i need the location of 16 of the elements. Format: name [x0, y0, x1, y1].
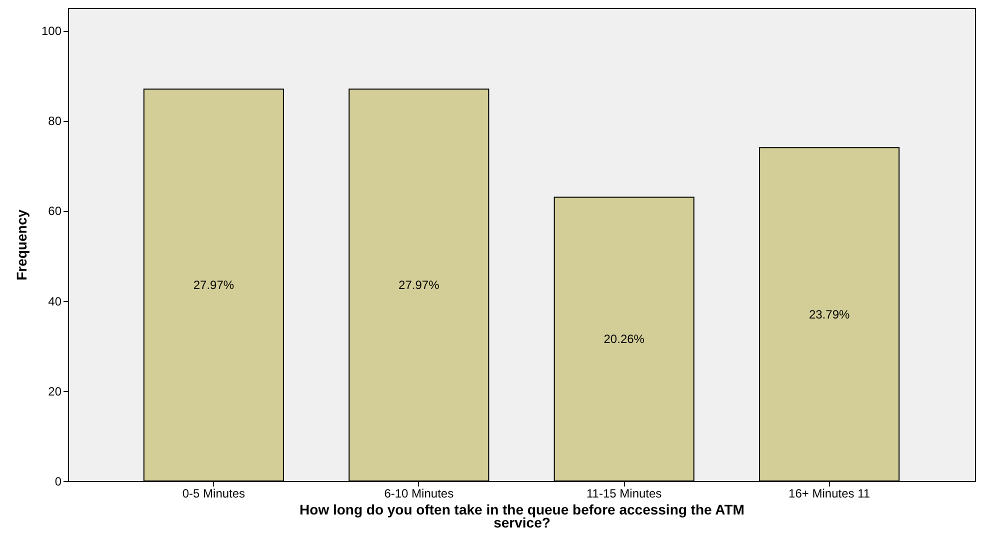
y-tick-label: 100 — [41, 24, 62, 38]
annotation: 23.79% — [808, 307, 850, 322]
annotation: 20.26% — [604, 332, 645, 346]
y-tick-label: 40 — [48, 294, 62, 308]
annotation: 27.97% — [193, 278, 234, 292]
annotation: 27.97% — [398, 278, 440, 292]
x-tick-label: 0-5 Minutes — [182, 486, 246, 500]
y-tick-label: 20 — [48, 384, 62, 398]
x-tick-label: 11-15 Minutes — [586, 486, 662, 500]
y-axis-title: Frequency — [13, 209, 30, 280]
y-tick-label: 0 — [54, 474, 62, 488]
y-tick-label: 80 — [48, 114, 62, 128]
x-tick-label: 16+ Minutes 11 — [788, 486, 870, 500]
y-tick-label: 60 — [48, 204, 62, 218]
x-axis-title: How long do you often take in the queue before accessing the ATM service? — [300, 502, 744, 530]
x-tick-label: 6-10 Minutes — [384, 486, 454, 500]
